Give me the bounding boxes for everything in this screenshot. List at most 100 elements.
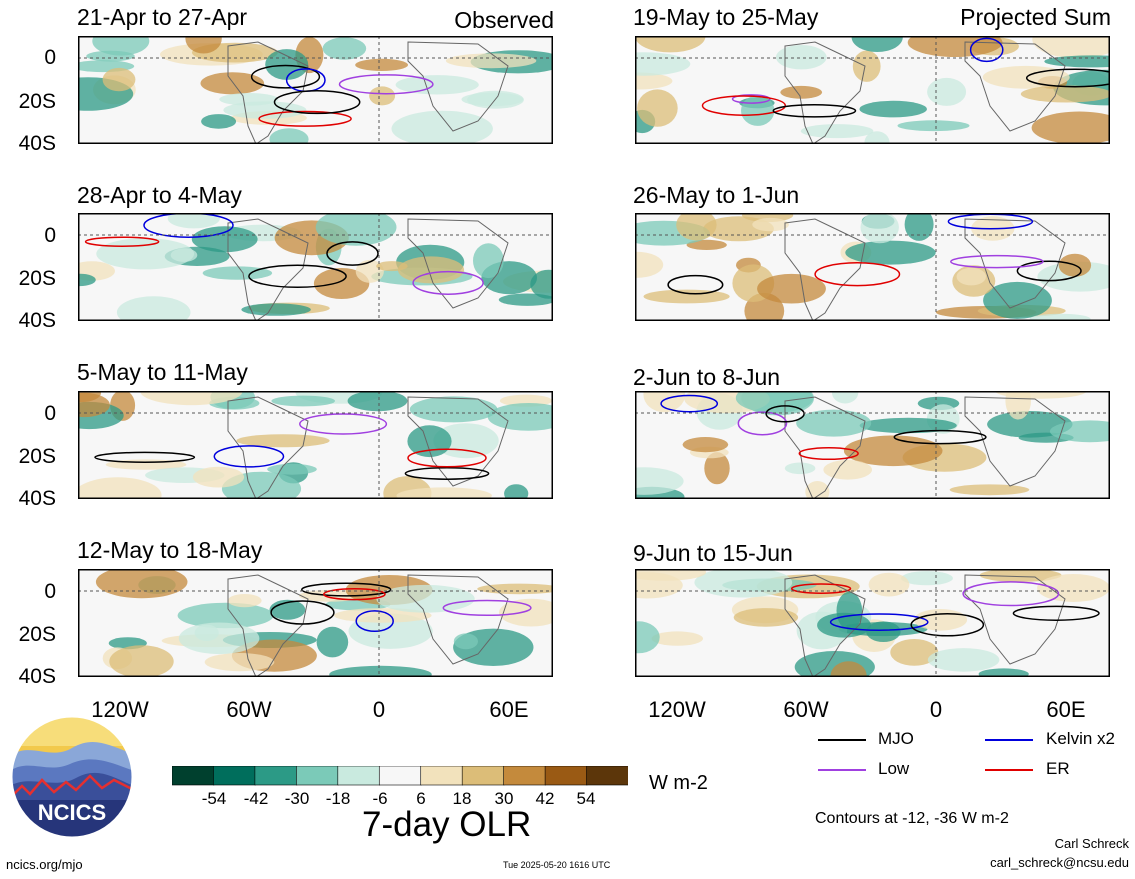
olr-positive-blob (227, 594, 262, 608)
contour-line (737, 411, 788, 436)
contour-line (765, 405, 805, 423)
legend-swatch-kelvin (985, 739, 1033, 741)
map-frame (635, 36, 1110, 144)
lat-label-0: 0 (44, 224, 56, 247)
lat-label-0: 0 (44, 580, 56, 603)
olr-positive-blob (313, 268, 370, 299)
colorbar-swatch (213, 766, 256, 786)
colorbar-tick: -18 (325, 789, 351, 808)
contour-line (667, 274, 724, 295)
map-frame (635, 213, 1110, 321)
olr-negative-blob (901, 571, 953, 586)
olr-negative-blob (86, 50, 135, 62)
olr-positive-blob (200, 72, 265, 95)
olr-positive-blob (704, 452, 730, 485)
contour-line (326, 241, 379, 266)
south-america-outline (784, 41, 866, 144)
lat-label-20s: 20S (18, 445, 56, 468)
olr-positive-blob (949, 484, 1030, 496)
olr-negative-blob (167, 213, 220, 229)
contour-line (790, 583, 852, 594)
olr-positive-blob (369, 86, 396, 106)
contour-line (270, 600, 335, 625)
olr-negative-blob (219, 93, 279, 106)
panel-title: 9-Jun to 15-Jun (633, 540, 793, 566)
colorbar-tick: -30 (284, 789, 310, 808)
contour-line (1016, 260, 1082, 282)
olr-negative-blob (983, 281, 1052, 319)
contours-note: Contours at -12, -36 W m-2 (815, 810, 1009, 827)
olr-negative-blob (897, 120, 970, 132)
olr-negative-blob (96, 238, 195, 270)
contour-line (950, 254, 1044, 269)
lat-label-20s: 20S (18, 623, 56, 646)
africa-outline (407, 41, 509, 132)
site-link: ncics.org/mjo (6, 857, 83, 872)
olr-positive-blob (823, 460, 872, 480)
olr-negative-blob (391, 110, 493, 144)
olr-map (635, 569, 1110, 677)
olr-negative-blob (866, 621, 901, 642)
olr-positive-blob (78, 392, 110, 418)
south-america-outline (227, 574, 309, 677)
olr-negative-blob (859, 100, 927, 118)
olr-negative-blob (178, 622, 260, 655)
olr-negative-blob (201, 114, 237, 129)
olr-positive-blob (682, 437, 729, 453)
panel-title: 5-May to 11-May (77, 359, 248, 385)
olr-negative-blob (800, 124, 874, 139)
map-frame (78, 569, 553, 677)
panel-title: 2-Jun to 8-Jun (633, 364, 781, 390)
credit-email: carl_schreck@ncsu.edu (990, 855, 1129, 870)
olr-negative-blob (315, 213, 397, 246)
colorbar-tick: 42 (535, 789, 555, 808)
olr-negative-blob (776, 45, 827, 70)
contour-line (250, 64, 321, 89)
map-frame (635, 569, 1110, 677)
olr-positive-blob (852, 50, 881, 82)
olr-negative-blob (487, 403, 553, 431)
contour-line (910, 613, 985, 637)
olr-negative-blob (461, 92, 524, 107)
map-frame (78, 36, 553, 144)
africa-outline (964, 41, 1066, 132)
lon-label-120w: 120W (91, 697, 149, 722)
contour-line (660, 394, 719, 413)
south-america-outline (784, 396, 866, 499)
map-frame (635, 391, 1110, 499)
olr-map (78, 391, 553, 499)
olr-positive-blob (868, 572, 910, 597)
olr-positive-blob (355, 58, 408, 71)
contour-line (248, 264, 347, 289)
olr-negative-blob (92, 36, 150, 56)
olr-negative-blob (1029, 313, 1091, 321)
olr-positive-blob (334, 608, 432, 623)
contour-line (1012, 605, 1100, 621)
olr-positive-blob (830, 661, 867, 677)
olr-negative-blob (504, 484, 529, 499)
contour-line (772, 103, 857, 118)
panel-title: 28-Apr to 4-May (77, 182, 242, 208)
colorbar-tick: 54 (576, 789, 596, 808)
lat-label-40s: 40S (18, 487, 56, 510)
panel-title: 26-May to 1-Jun (633, 182, 800, 208)
africa-outline (407, 218, 509, 309)
olr-negative-blob (904, 213, 934, 241)
olr-negative-blob (329, 665, 432, 677)
olr-negative-blob (927, 77, 967, 106)
olr-positive-blob (651, 631, 703, 646)
colorbar-tick: -6 (372, 789, 388, 808)
south-america-outline (227, 218, 309, 321)
panel-title: 19-May to 25-May (633, 4, 819, 30)
legend-swatch-er (985, 769, 1033, 771)
olr-map (78, 36, 553, 144)
olr-map (635, 36, 1110, 144)
ncics-logo: NCICS (11, 716, 133, 838)
olr-positive-blob (635, 569, 707, 581)
africa-outline (407, 574, 509, 665)
olr-positive-blob (1031, 111, 1110, 144)
panel-tag-observed: Observed (454, 7, 554, 33)
contour-line (213, 445, 285, 468)
olr-map (635, 213, 1110, 321)
contour-line (893, 429, 987, 445)
